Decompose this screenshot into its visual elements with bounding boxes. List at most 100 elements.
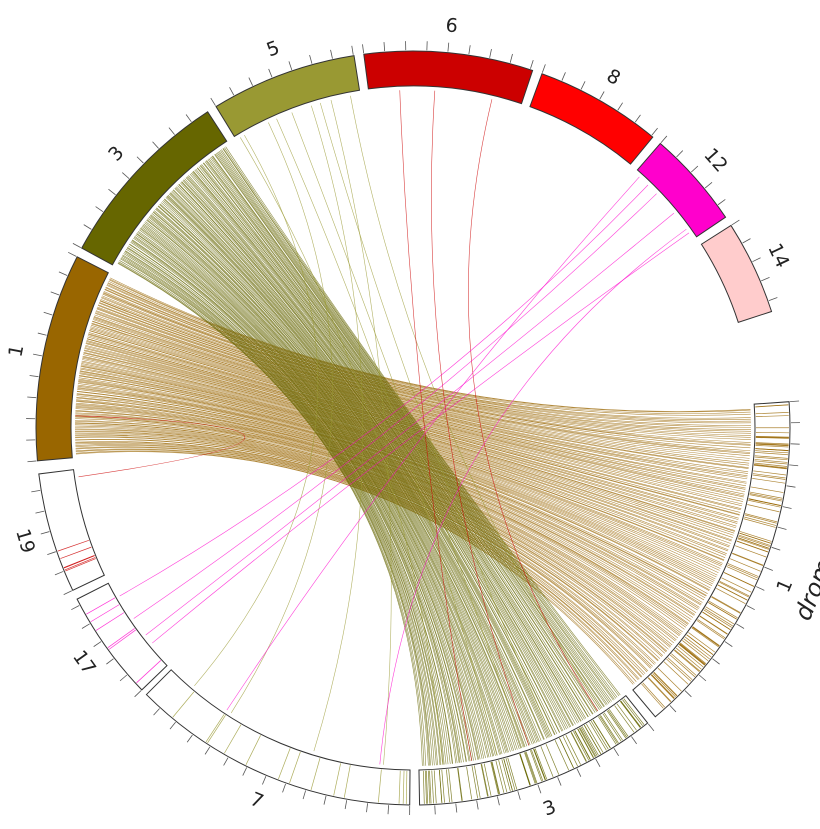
chromosome-stripe [577, 728, 595, 758]
chromosome-stripe [562, 736, 578, 767]
chromosome-stripe [666, 658, 692, 682]
synteny-link [159, 204, 518, 750]
synteny-link [81, 360, 727, 556]
synteny-link [119, 260, 429, 766]
chromosome-stripe [278, 748, 291, 780]
chromosome-stripe [671, 653, 697, 676]
chromosome-stripe [653, 671, 678, 696]
chromosome-stripe [608, 709, 629, 737]
chromosome-ferus-12 [636, 142, 727, 238]
chromosome-stripe [755, 435, 789, 438]
chromosome-stripe [669, 654, 696, 678]
chromosome-segments [35, 50, 791, 806]
tick-mark [387, 805, 390, 815]
tick-mark [153, 708, 160, 716]
synteny-link [96, 307, 749, 466]
synteny-link [188, 175, 569, 729]
chromosome-stripe [750, 486, 784, 493]
chromosome-stripe [754, 455, 788, 459]
chromosome-stripe [688, 632, 716, 653]
synteny-link [217, 151, 611, 703]
tick-mark [168, 127, 175, 135]
synteny-link [133, 236, 464, 763]
chromosome-stripe [398, 770, 401, 804]
synteny-link [118, 261, 427, 766]
tick-mark [152, 141, 159, 149]
chromosome-stripe [64, 557, 96, 571]
synteny-link [163, 199, 525, 748]
tick-mark [95, 206, 104, 213]
tick-mark [476, 800, 479, 810]
chromosome-stripe [498, 760, 508, 793]
chromosome-stripe [473, 765, 481, 799]
chromosome-stripe [747, 504, 780, 513]
chromosome-stripe [744, 516, 777, 526]
chromosome-stripe [457, 767, 463, 801]
chromosome-stripe [573, 731, 590, 761]
chromosome-label-ferus-6: 6 [445, 14, 459, 37]
chromosome-stripe [584, 724, 602, 754]
chromosome-stripe [726, 566, 758, 581]
chromosome-stripe [735, 545, 767, 558]
chromosome-stripe [651, 674, 675, 699]
synteny-link [150, 215, 500, 755]
synteny-link [83, 354, 730, 547]
synteny-link [163, 199, 526, 747]
chromosome-drom-7 [145, 669, 411, 806]
synteny-link [75, 425, 668, 652]
chromosome-stripe [738, 535, 770, 547]
synteny-link [152, 211, 505, 754]
synteny-link [110, 277, 751, 412]
chromosome-stripe [422, 770, 425, 804]
chromosome-stripe [577, 728, 594, 759]
tick-mark [121, 172, 130, 179]
chromosome-stripe [719, 581, 750, 597]
chromosome-label-drom-3: 3 [540, 796, 559, 821]
chromosome-stripe [755, 445, 789, 448]
synteny-link [96, 308, 749, 468]
chromosome-labels: 135681214ferus1371719drom [0, 14, 820, 820]
synteny-link [206, 160, 596, 713]
synteny-link [399, 90, 472, 761]
synteny-link [122, 254, 437, 766]
synteny-link [155, 208, 511, 752]
chromosome-stripe [623, 698, 645, 725]
chromosome-stripe [448, 769, 453, 803]
chromosome-stripe [692, 626, 720, 646]
chromosome-label-ferus-5: 5 [264, 37, 283, 62]
synteny-link [101, 295, 751, 443]
chromosome-stripe [737, 537, 770, 549]
synteny-link [81, 363, 725, 561]
chromosome-stripe [745, 513, 778, 523]
chromosome-stripe [683, 638, 710, 660]
synteny-link [149, 216, 498, 756]
tick-mark [761, 277, 770, 282]
chromosome-stripe [663, 661, 689, 685]
chromosome-stripe [711, 596, 741, 614]
synteny-link [123, 253, 438, 766]
chromosome-stripe [565, 734, 581, 765]
chromosome-stripe [571, 732, 587, 762]
synteny-link [199, 165, 585, 720]
synteny-link [98, 304, 750, 459]
tick-mark [366, 803, 368, 813]
tick-mark [434, 805, 436, 815]
chromosome-stripe [755, 404, 789, 408]
synteny-link [240, 137, 443, 765]
synteny-link [468, 99, 599, 712]
chromosome-stripe [570, 732, 587, 762]
synteny-link [88, 334, 741, 513]
synteny-link [94, 314, 748, 478]
synteny-link [189, 173, 571, 728]
chromosome-stripe [697, 619, 726, 639]
chromosome-stripe [703, 609, 732, 628]
tick-mark [755, 586, 765, 591]
chromosome-stripe [507, 757, 518, 790]
tick-mark [29, 375, 39, 378]
synteny-link [183, 179, 561, 733]
synteny-link [216, 152, 610, 704]
synteny-link [219, 150, 614, 701]
synteny-link [194, 169, 578, 724]
synteny-link [124, 252, 441, 765]
synteny-link [138, 230, 474, 761]
